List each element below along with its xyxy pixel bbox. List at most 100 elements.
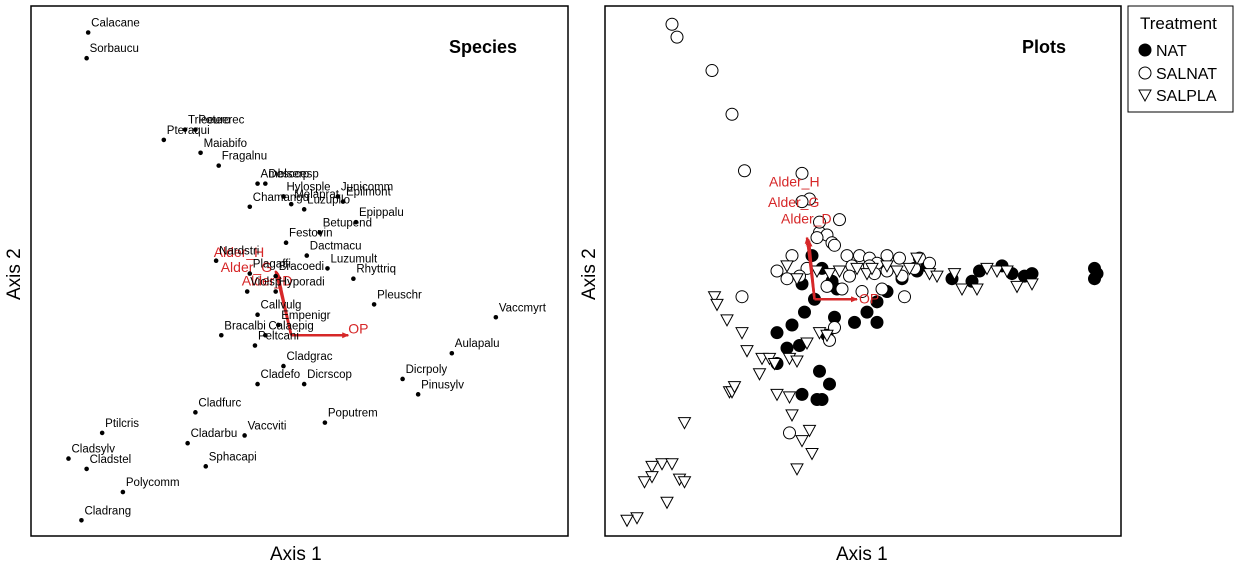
plots-point-nat-13 <box>870 295 884 309</box>
plots-panel-frame <box>604 5 1122 537</box>
species-point-vaccmyrt <box>493 314 499 320</box>
plots-point-salnat-40 <box>813 215 826 229</box>
species-label-epilmont: Epilmont <box>346 187 392 199</box>
species-point-cladstel <box>84 466 89 472</box>
species-label-polycomm: Polycomm <box>126 477 180 489</box>
plots-point-salpla-47 <box>665 458 679 471</box>
species-point-junicomm <box>335 194 341 199</box>
plots-point-salnat-1 <box>670 30 684 44</box>
species-point-luzumult <box>325 266 330 271</box>
plots-point-salpla-22 <box>735 327 749 340</box>
species-label-cladsylv: Cladsylv <box>71 444 115 456</box>
plots-vector-alder-d <box>806 239 816 300</box>
species-label-poputrem: Poputrem <box>328 408 378 420</box>
species-label-poteerec: Poteerec <box>198 115 244 127</box>
species-point-pleuschr <box>371 302 377 307</box>
plots-point-salpla-40 <box>770 388 784 402</box>
plots-point-nat-5 <box>798 305 811 319</box>
plots-point-salpla-41 <box>785 409 799 422</box>
species-label-ptilcris: Ptilcris <box>105 418 139 430</box>
plots-point-salpla-15 <box>955 283 969 297</box>
legend-marker-nat <box>1138 43 1152 57</box>
species-label-plagaffi: Plagaffi <box>253 259 291 271</box>
species-label-pinusylv: Pinusylv <box>421 379 464 391</box>
plots-point-nat-11 <box>848 315 861 329</box>
species-label-luzupilo: Luzupilo <box>307 194 350 206</box>
species-point-cladefo <box>255 381 260 387</box>
plots-vector-label-alder-h: Alder_H <box>769 174 820 190</box>
species-point-cladrang <box>79 517 84 523</box>
species-label-dicrscop: Dicrscop <box>307 369 352 381</box>
plots-point-salpla-46 <box>645 460 659 474</box>
plots-point-salpla-9 <box>890 265 904 279</box>
species-label-calaepig: Calaepig <box>268 320 313 332</box>
plots-point-salpla-34 <box>740 345 754 358</box>
species-y-axis-title: Axis 2 <box>4 248 25 300</box>
species-label-dicrpoly: Dicrpoly <box>406 364 448 376</box>
species-label-cladefo: Cladefo <box>261 369 301 381</box>
plots-point-salnat-31 <box>835 282 849 296</box>
plots-point-salpla-5 <box>850 262 864 276</box>
plots-point-salpla-51 <box>677 476 692 489</box>
plots-point-salpla-7 <box>865 262 879 276</box>
species-point-dicrpoly <box>400 376 405 382</box>
plots-point-nat-30 <box>823 377 836 391</box>
species-point-epippalu <box>353 219 359 225</box>
species-label-junicomm: Junicomm <box>341 181 393 193</box>
plots-point-salpla-45 <box>655 458 669 471</box>
species-label-luzumult: Luzumult <box>330 253 377 265</box>
plots-point-salpla-1 <box>790 273 804 286</box>
species-label-chamangu: Chamangu <box>253 192 309 204</box>
plots-point-salnat-0 <box>665 17 679 31</box>
plots-point-salnat-7 <box>833 213 846 227</box>
species-point-empenigr <box>275 322 281 328</box>
plots-point-salnat-2 <box>705 64 719 78</box>
plots-y-axis-title: Axis 2 <box>579 248 600 300</box>
species-point-cladsylv <box>66 456 71 461</box>
species-point-cladarbu <box>185 440 190 446</box>
species-label-sorbaucu: Sorbaucu <box>90 43 139 55</box>
plots-point-salpla-56 <box>790 463 804 476</box>
plots-point-salpla-28 <box>800 337 814 351</box>
plots-point-salnat-30 <box>820 279 834 293</box>
plots-point-salnat-39 <box>770 264 784 278</box>
plots-point-salnat-24 <box>843 269 856 283</box>
species-vector-label-alder-d: Alder_D <box>242 273 293 289</box>
species-point-hylosple <box>281 194 286 199</box>
species-point-ptilcris <box>99 430 105 436</box>
plots-point-salpla-3 <box>822 268 837 281</box>
species-point-fragalnu <box>216 163 222 168</box>
plots-point-salpla-33 <box>720 314 734 327</box>
species-label-betupend: Betupend <box>323 217 372 229</box>
plots-point-salpla-27 <box>790 355 804 368</box>
plots-point-salpla-8 <box>880 260 894 273</box>
species-point-chamangu <box>247 204 253 210</box>
species-label-epippalu: Epippalu <box>359 207 404 219</box>
species-label-nardstri: Nardstri <box>219 246 259 258</box>
species-point-pteraqui <box>161 137 167 143</box>
species-point-dactmacu <box>304 253 310 258</box>
species-point-cladgrac <box>281 363 286 369</box>
species-label-cladgrac: Cladgrac <box>286 351 332 363</box>
plots-point-salpla-21 <box>1025 278 1039 291</box>
species-point-aulapalu <box>449 350 455 356</box>
plots-point-salnat-35 <box>735 290 749 304</box>
legend-label-nat: NAT <box>1156 43 1187 60</box>
plots-point-salpla-55 <box>805 447 819 461</box>
species-point-calaepig <box>263 332 268 338</box>
plots-point-nat-27 <box>1088 261 1101 275</box>
species-point-trieeuro <box>182 127 188 132</box>
species-vector-alder-d <box>276 272 293 336</box>
species-label-vaccviti: Vaccviti <box>248 420 287 432</box>
species-point-betupend <box>317 230 323 235</box>
species-point-violsp <box>244 289 250 294</box>
legend-label-salnat: SALNAT <box>1156 66 1217 83</box>
plots-point-nat-6 <box>785 318 799 332</box>
species-point-festovin <box>283 240 289 246</box>
plots-point-salnat-42 <box>783 426 796 440</box>
plots-point-nat-33 <box>870 315 884 329</box>
species-label-hyporadi: Hyporadi <box>279 277 325 289</box>
species-point-vaccviti <box>242 433 247 438</box>
plots-point-salpla-52 <box>660 496 674 510</box>
